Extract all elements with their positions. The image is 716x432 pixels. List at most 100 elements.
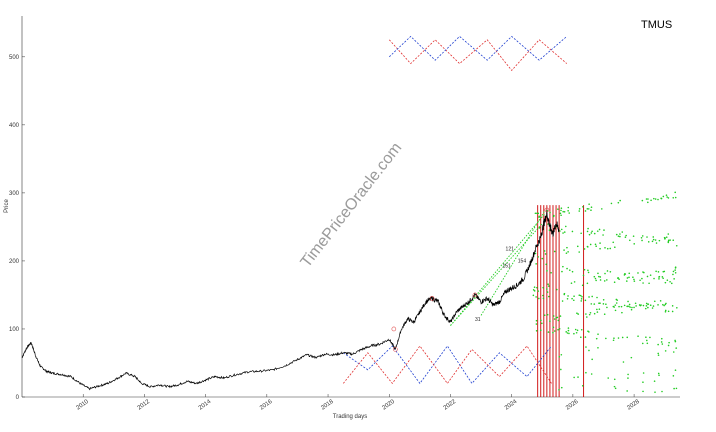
projection-point — [606, 247, 609, 250]
projection-point — [651, 240, 654, 243]
projection-point — [613, 385, 616, 388]
projection-point — [669, 280, 671, 283]
projection-point — [621, 336, 624, 339]
projection-point — [661, 343, 664, 345]
projection-point — [540, 319, 542, 322]
projection-point — [553, 250, 556, 253]
projection-point — [617, 235, 620, 237]
projection-point — [609, 247, 612, 250]
projection-point — [653, 300, 656, 303]
projection-point — [631, 306, 633, 309]
x-tick-label: 2010 — [75, 399, 90, 412]
projection-point — [561, 300, 564, 302]
annotation-label: 121 — [506, 247, 515, 253]
projection-point — [553, 214, 555, 217]
projection-point — [609, 270, 612, 273]
projection-point — [667, 233, 670, 235]
projection-point — [580, 298, 583, 300]
projection-point — [547, 295, 550, 298]
pivot-marker — [429, 296, 435, 301]
projection-point — [612, 241, 615, 244]
projection-point — [602, 303, 605, 305]
projection-point — [573, 281, 576, 283]
projection-point — [587, 227, 589, 230]
projection-point — [649, 304, 652, 306]
projection-point — [646, 339, 648, 342]
x-tick-label: 2012 — [137, 399, 152, 412]
projection-point — [578, 208, 581, 210]
projection-point — [641, 239, 643, 242]
projection-point — [565, 252, 568, 254]
projection-point — [674, 196, 677, 199]
projection-point — [615, 302, 618, 304]
projection-point — [593, 232, 596, 235]
projection-point — [567, 329, 570, 332]
projection-point — [567, 295, 569, 297]
projection-point — [613, 378, 616, 381]
projection-point — [643, 271, 645, 274]
projection-point — [646, 275, 649, 278]
x-tick-label: 2020 — [381, 399, 396, 412]
projection-point — [674, 271, 677, 274]
projection-point — [637, 335, 639, 337]
projection-point — [629, 239, 631, 242]
projection-point — [546, 270, 548, 272]
projection-point — [580, 232, 582, 235]
projection-point — [567, 206, 570, 209]
projection-point — [563, 292, 566, 295]
projection-point — [563, 231, 566, 233]
cycle-dash-line — [343, 345, 552, 385]
projection-point — [580, 336, 582, 339]
projection-point — [534, 252, 537, 255]
projection-point — [645, 305, 648, 307]
projection-point — [582, 205, 584, 208]
projection-point — [642, 372, 645, 374]
projection-point — [537, 290, 540, 292]
projection-point — [586, 230, 589, 233]
projection-point — [645, 336, 647, 339]
projection-point — [623, 274, 626, 276]
projection-point — [586, 282, 589, 285]
projection-point — [657, 271, 660, 273]
trend-line — [480, 209, 546, 316]
projection-point — [660, 341, 663, 343]
projection-point — [676, 306, 678, 309]
projection-point — [615, 233, 618, 236]
projection-point — [542, 294, 544, 297]
projection-point — [606, 306, 608, 309]
projection-point — [590, 373, 593, 375]
projection-point — [674, 369, 677, 371]
projection-point — [612, 305, 615, 308]
projection-point — [547, 285, 550, 287]
projection-point — [578, 251, 580, 253]
projection-point — [655, 270, 657, 273]
y-tick-label: 500 — [9, 55, 20, 61]
projection-point — [665, 236, 668, 238]
projection-point — [661, 276, 664, 278]
projection-point — [573, 376, 575, 379]
projection-point — [568, 332, 570, 335]
projection-point — [542, 297, 545, 300]
projection-point — [586, 316, 588, 318]
projection-point — [644, 307, 647, 310]
projection-point — [587, 330, 589, 333]
projection-point — [632, 235, 635, 237]
projection-point — [538, 297, 540, 300]
projection-point — [591, 358, 593, 361]
projection-point — [617, 337, 620, 339]
projection-point — [637, 272, 639, 274]
projection-point — [624, 236, 627, 238]
pivot-marker — [544, 207, 550, 213]
projection-point — [560, 368, 562, 371]
y-tick-label: 300 — [9, 191, 20, 197]
chart-title: TMUS — [641, 19, 672, 31]
pivot-marker — [393, 347, 398, 352]
projection-point — [669, 239, 671, 241]
projection-point — [543, 250, 546, 252]
x-tick-label: 2024 — [504, 399, 519, 412]
projection-point — [628, 303, 631, 306]
projection-point — [598, 275, 600, 278]
projection-point — [664, 311, 667, 313]
projection-point — [560, 209, 562, 212]
